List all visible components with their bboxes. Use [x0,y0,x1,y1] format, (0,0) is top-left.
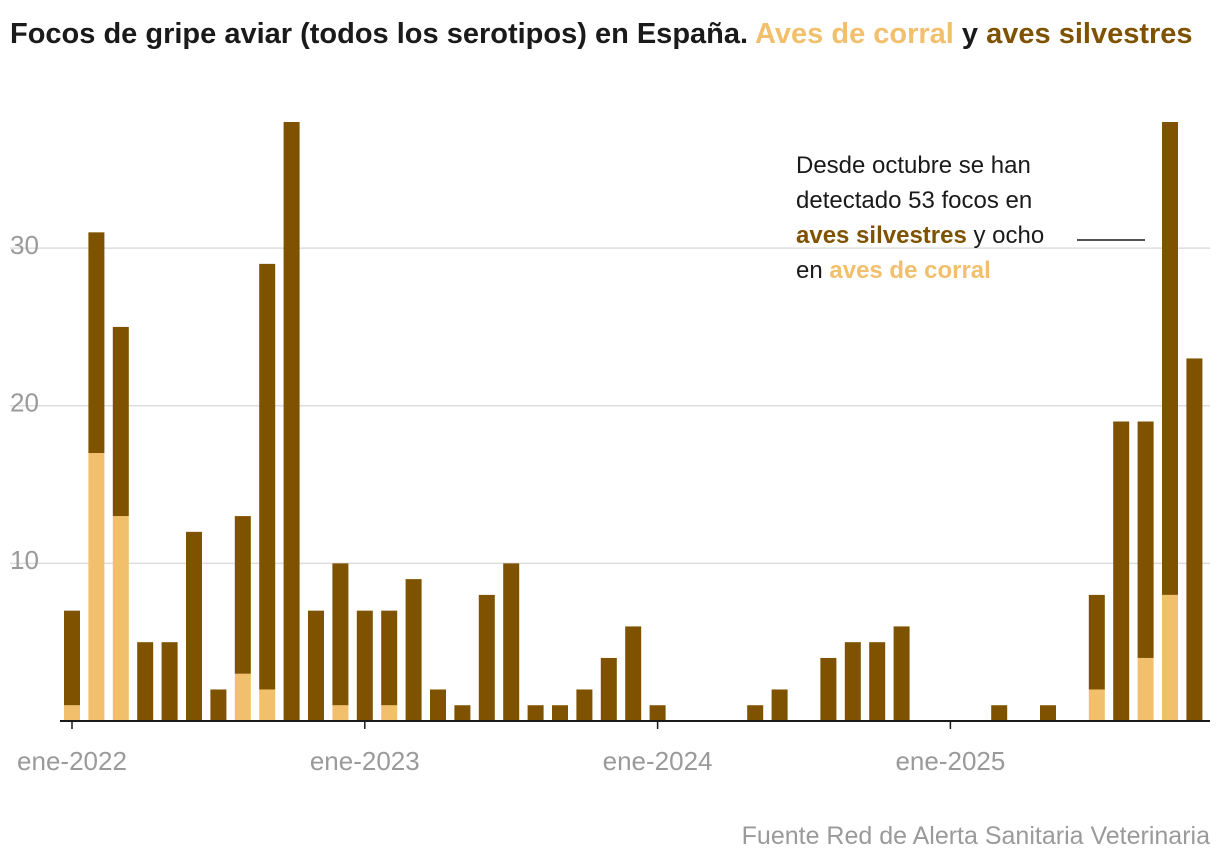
bar [771,689,788,721]
bar [869,642,886,721]
bar [381,610,398,706]
source: Fuente Red de Alerta Sanitaria Veterinar… [741,822,1210,850]
bar [893,626,910,721]
bar [283,122,300,721]
y-tick-label: 20 [10,388,39,418]
y-tick-label: 10 [10,545,39,575]
bar [820,657,837,721]
bar [1137,421,1154,658]
bar [186,531,202,721]
bar [1113,421,1130,721]
bar [88,232,105,454]
x-tick-label: ene-2024 [603,746,713,776]
bar [259,689,276,721]
bar [112,516,129,721]
bar [1040,705,1056,721]
bar [991,705,1008,721]
bar [503,563,520,721]
bar [527,705,544,721]
legend-entry: Aves de corral [755,18,954,50]
bar [234,516,251,674]
annotation: Desde octubre se han detectado 53 focos … [796,148,1076,288]
bar [210,689,227,721]
bar [356,610,373,721]
bar [137,642,154,721]
chart-title: Focos de gripe aviar (todos los serotipo… [10,12,1210,56]
annotation-text: aves de corral [829,257,991,284]
bar [552,705,568,721]
bar [649,705,666,721]
legend-entry: aves silvestres [986,18,1193,50]
bar [161,642,178,721]
bar [381,705,398,721]
x-tick-label: ene-2022 [17,746,127,776]
title-connector: y [961,18,979,50]
bar [405,579,422,721]
x-tick-label: ene-2023 [310,746,420,776]
title-main: Focos de gripe aviar (todos los serotipo… [10,18,749,50]
bar [1162,594,1178,721]
bar [1088,689,1105,721]
bar [844,642,861,721]
bar [625,626,642,721]
bar [1162,122,1178,595]
bar [747,705,764,721]
bar [308,610,324,721]
bar [600,657,617,721]
bar [332,563,349,706]
bar [430,689,446,721]
bar [64,610,80,706]
bar [1088,594,1105,690]
bar [576,689,593,721]
bar [1186,358,1203,721]
annotation-text: aves silvestres [796,222,967,249]
bar [88,453,105,721]
bar [332,705,349,721]
annotation-text: Desde octubre se han detectado 53 focos … [796,152,1033,214]
bar [234,673,251,721]
x-tick-label: ene-2025 [895,746,1005,776]
bar [1137,657,1154,721]
bar [259,263,276,690]
y-tick-label: 30 [10,230,39,260]
annotation-text: y ocho en [796,222,1045,284]
bar [112,326,129,517]
bar [478,594,495,721]
bar [64,705,80,721]
bar [454,705,471,721]
